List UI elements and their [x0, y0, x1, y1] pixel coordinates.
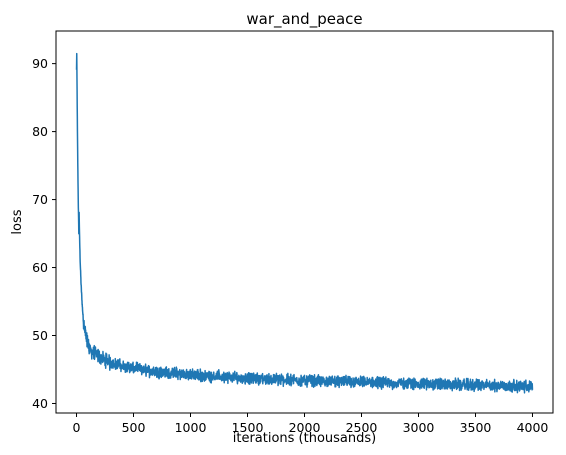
- x-axis-title: iterations (thousands): [233, 431, 377, 446]
- y-axis-title: loss: [10, 209, 25, 234]
- y-tick-label: 90: [32, 56, 48, 71]
- x-tick-label: 1000: [175, 420, 207, 435]
- x-tick-label: 4000: [517, 420, 549, 435]
- y-tick-label: 60: [32, 260, 48, 275]
- x-tick-label: 3000: [403, 420, 435, 435]
- y-tick-label: 80: [32, 124, 48, 139]
- chart-title: war_and_peace: [246, 10, 362, 29]
- y-tick-label: 50: [32, 328, 48, 343]
- series-group: [75, 52, 534, 394]
- x-tick-label: 1500: [232, 420, 264, 435]
- y-tick-label: 40: [32, 396, 48, 411]
- x-tick-label: 500: [122, 420, 146, 435]
- x-tick-label: 0: [73, 420, 81, 435]
- x-tick-label: 2500: [346, 420, 378, 435]
- y-tick-label: 70: [32, 192, 48, 207]
- x-tick-label: 3500: [460, 420, 492, 435]
- plot-frame: [55, 30, 554, 414]
- x-tick-label: 2000: [289, 420, 321, 435]
- axis-ticks: 0 500 1000 1500 2000 2500 3000 3500 4000 40 50 60 70…: [32, 56, 548, 435]
- loss-series-line: [75, 52, 534, 394]
